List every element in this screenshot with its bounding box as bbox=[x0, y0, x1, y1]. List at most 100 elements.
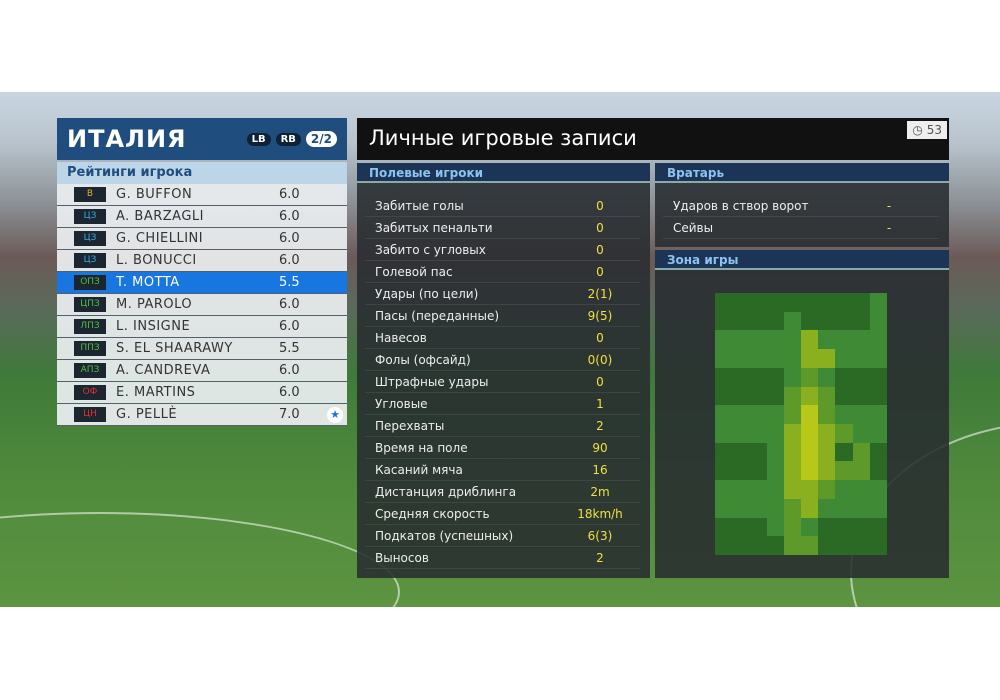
player-row[interactable]: ЦЗ L. BONUCCI 6.0 bbox=[57, 250, 347, 272]
heatmap-cell bbox=[715, 442, 733, 462]
heatmap-cell bbox=[749, 330, 767, 350]
heatmap-cell bbox=[732, 442, 750, 462]
heatmap-cell bbox=[869, 536, 887, 555]
player-row[interactable]: ОПЗ T. MOTTA 5.5 bbox=[57, 272, 347, 294]
heatmap-cell bbox=[749, 517, 767, 537]
heatmap-cell bbox=[818, 405, 836, 424]
player-row[interactable]: ЦЗ A. BARZAGLI 6.0 bbox=[57, 206, 347, 228]
player-row[interactable]: ЦЗ G. CHIELLINI 6.0 bbox=[57, 228, 347, 250]
position-badge: ОПЗ bbox=[74, 275, 106, 290]
player-rating: 5.5 bbox=[279, 275, 300, 290]
heatmap-cell bbox=[801, 480, 819, 499]
player-row[interactable]: ЦН G. PELLÈ 7.0 ★ bbox=[57, 404, 347, 426]
stat-label: Средняя скорость bbox=[375, 506, 490, 521]
heatmap-cell bbox=[852, 536, 870, 555]
stat-label: Сейвы bbox=[673, 220, 714, 235]
stat-label: Ударов в створ ворот bbox=[673, 198, 809, 213]
player-row[interactable]: ОФ E. MARTINS 6.0 bbox=[57, 382, 347, 404]
stat-row: Подкатов (успешных) 6(3) bbox=[365, 525, 640, 547]
heatmap-cell bbox=[732, 349, 750, 368]
heatmap-cell bbox=[835, 367, 853, 387]
player-row[interactable]: В G. BUFFON 6.0 bbox=[57, 184, 347, 206]
stat-label: Касаний мяча bbox=[375, 462, 463, 477]
heatmap-cell bbox=[818, 517, 836, 537]
heatmap-cell bbox=[732, 311, 750, 331]
position-badge: ЦЗ bbox=[74, 231, 106, 246]
heatmap-cell bbox=[783, 536, 801, 555]
heatmap-cell bbox=[801, 517, 819, 537]
heatmap-cell bbox=[869, 386, 887, 406]
player-rating: 6.0 bbox=[279, 319, 300, 334]
stat-value: 2(1) bbox=[587, 286, 613, 301]
heatmap-cell bbox=[818, 349, 836, 368]
heatmap-cell bbox=[732, 461, 750, 481]
heatmap-cell bbox=[715, 536, 733, 555]
heatmap-cell bbox=[766, 405, 784, 424]
stat-label: Подкатов (успешных) bbox=[375, 528, 514, 543]
heatmap-cell bbox=[835, 480, 853, 499]
stat-row: Штрафные удары 0 bbox=[365, 371, 640, 393]
heatmap-cell bbox=[852, 442, 870, 462]
heatmap-cell bbox=[749, 386, 767, 406]
heatmap-cell bbox=[852, 517, 870, 537]
player-name: A. BARZAGLI bbox=[116, 209, 204, 224]
player-name: T. MOTTA bbox=[116, 275, 180, 290]
heatmap-cell bbox=[783, 423, 801, 443]
heatmap-cell bbox=[766, 498, 784, 518]
goalkeeper-stats-list: Ударов в створ ворот - Сейвы - bbox=[655, 183, 949, 239]
heatmap-cell bbox=[749, 442, 767, 462]
rb-button[interactable]: RB bbox=[275, 132, 301, 146]
heatmap-cell bbox=[766, 536, 784, 555]
team-header: ИТАЛИЯ LB RB 2/2 bbox=[57, 118, 347, 160]
stat-row: Забитые голы 0 bbox=[365, 195, 640, 217]
player-name: G. PELLÈ bbox=[116, 407, 178, 422]
player-row[interactable]: АПЗ A. CANDREVA 6.0 bbox=[57, 360, 347, 382]
stat-label: Штрафные удары bbox=[375, 374, 489, 389]
field-player-section: Полевые игроки Забитые голы 0 Забитых пена… bbox=[357, 163, 650, 578]
heatmap-cell bbox=[783, 461, 801, 481]
heatmap-cell bbox=[715, 386, 733, 406]
heatmap-cell bbox=[852, 498, 870, 518]
lb-button[interactable]: LB bbox=[246, 132, 271, 146]
stat-row: Перехваты 2 bbox=[365, 415, 640, 437]
heatmap-cell bbox=[749, 480, 767, 499]
heatmap-cell bbox=[801, 293, 819, 312]
player-rating: 6.0 bbox=[279, 187, 300, 202]
heatmap-cell bbox=[869, 405, 887, 424]
heatmap-cell bbox=[818, 293, 836, 312]
position-badge: ЦН bbox=[74, 407, 106, 422]
heatmap-cell bbox=[801, 386, 819, 406]
player-name: L. INSIGNE bbox=[116, 319, 191, 334]
stat-row: Время на поле 90 bbox=[365, 437, 640, 459]
heatmap-cell bbox=[783, 480, 801, 499]
stat-row: Голевой пас 0 bbox=[365, 261, 640, 283]
stats-panel: Личные игровые записи ◷ 53 Полевые игрок… bbox=[357, 118, 949, 578]
heatmap-cell bbox=[835, 293, 853, 312]
heatmap-cell bbox=[715, 311, 733, 331]
heatmap-cell bbox=[818, 311, 836, 331]
stat-row: Дистанция дриблинга 2m bbox=[365, 481, 640, 503]
goalkeeper-header: Вратарь bbox=[655, 163, 949, 183]
heatmap-cell bbox=[766, 442, 784, 462]
heatmap-cell bbox=[852, 367, 870, 387]
heatmap-cell bbox=[732, 517, 750, 537]
heatmap-cell bbox=[766, 349, 784, 368]
stat-label: Выносов bbox=[375, 550, 429, 565]
heatmap-cell bbox=[835, 498, 853, 518]
player-row[interactable]: ЛПЗ L. INSIGNE 6.0 bbox=[57, 316, 347, 338]
heatmap-cell bbox=[732, 480, 750, 499]
heatmap-cell bbox=[766, 423, 784, 443]
player-rating: 6.0 bbox=[279, 297, 300, 312]
heatmap-cell bbox=[766, 367, 784, 387]
heatmap-cell bbox=[835, 461, 853, 481]
stat-label: Дистанция дриблинга bbox=[375, 484, 517, 499]
player-name: M. PAROLO bbox=[116, 297, 193, 312]
player-row[interactable]: ППЗ S. EL SHAARAWY 5.5 bbox=[57, 338, 347, 360]
heatmap-cell bbox=[801, 442, 819, 462]
player-name: G. CHIELLINI bbox=[116, 231, 204, 246]
player-row[interactable]: ЦПЗ M. PAROLO 6.0 bbox=[57, 294, 347, 316]
stat-value: 0 bbox=[596, 264, 604, 279]
stat-value: 0 bbox=[596, 242, 604, 257]
heatmap-cell bbox=[835, 330, 853, 350]
heatmap-cell bbox=[801, 536, 819, 555]
